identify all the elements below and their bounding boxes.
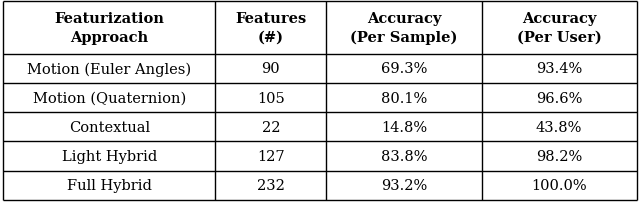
Text: Featurization
Approach: Featurization Approach xyxy=(54,12,164,44)
Text: 105: 105 xyxy=(257,91,285,105)
Text: Accuracy
(Per User): Accuracy (Per User) xyxy=(517,12,602,44)
Text: Full Hybrid: Full Hybrid xyxy=(67,178,152,192)
Text: 98.2%: 98.2% xyxy=(536,149,582,163)
Text: Motion (Euler Angles): Motion (Euler Angles) xyxy=(28,62,191,76)
Text: 69.3%: 69.3% xyxy=(381,62,427,76)
Text: 127: 127 xyxy=(257,149,285,163)
Text: 96.6%: 96.6% xyxy=(536,91,582,105)
Text: Motion (Quaternion): Motion (Quaternion) xyxy=(33,91,186,105)
Text: 83.8%: 83.8% xyxy=(381,149,428,163)
Text: 43.8%: 43.8% xyxy=(536,120,582,134)
Text: Accuracy
(Per Sample): Accuracy (Per Sample) xyxy=(350,12,458,45)
Text: 14.8%: 14.8% xyxy=(381,120,427,134)
Text: 232: 232 xyxy=(257,178,285,192)
Text: 90: 90 xyxy=(262,62,280,76)
Text: Light Hybrid: Light Hybrid xyxy=(61,149,157,163)
Text: 93.2%: 93.2% xyxy=(381,178,427,192)
Text: Contextual: Contextual xyxy=(68,120,150,134)
Text: Features
(#): Features (#) xyxy=(236,12,307,44)
Text: 80.1%: 80.1% xyxy=(381,91,427,105)
Text: 93.4%: 93.4% xyxy=(536,62,582,76)
Text: 22: 22 xyxy=(262,120,280,134)
Text: 100.0%: 100.0% xyxy=(531,178,587,192)
